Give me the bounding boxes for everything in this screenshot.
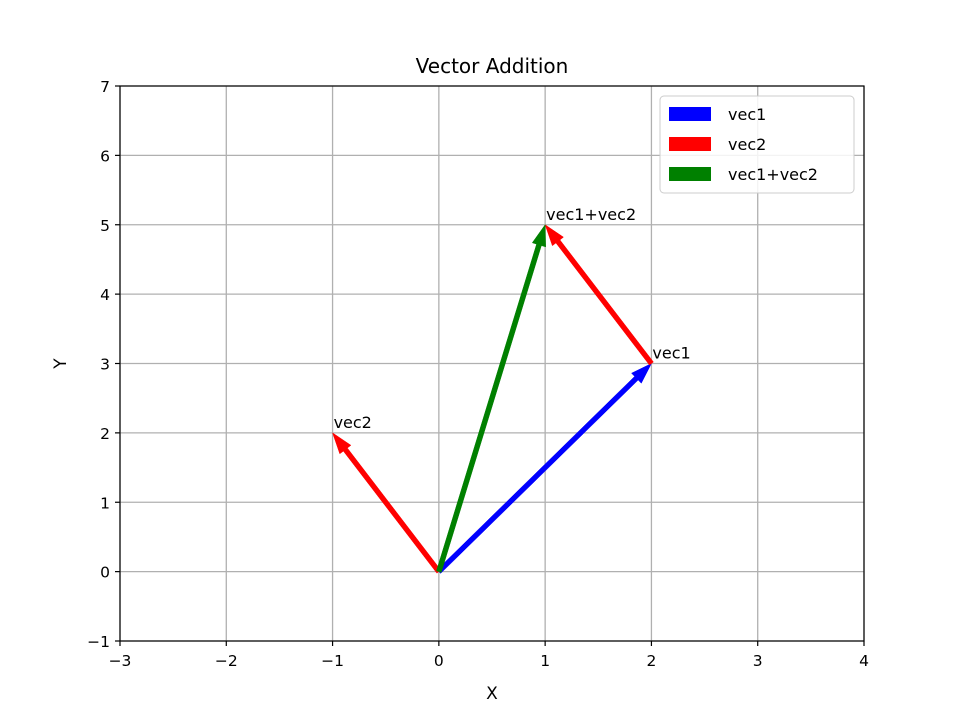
y-tick-label: 0 <box>100 564 110 582</box>
vectors <box>332 223 654 574</box>
y-tick-label: 6 <box>100 147 110 165</box>
vector-label-vec2: vec2 <box>334 413 372 432</box>
chart-title: Vector Addition <box>416 54 569 78</box>
vector-arrow-vec1 <box>436 362 652 574</box>
vector-labels: vec1 vec2 vec1+vec2 <box>334 205 691 432</box>
legend: vec1 vec2 vec1+vec2 <box>659 95 855 194</box>
x-tick-label: 3 <box>753 652 763 670</box>
x-tick-label: −1 <box>321 652 344 670</box>
legend-swatch <box>669 107 711 121</box>
vector-arrow-vec1-plus-vec2 <box>436 223 546 573</box>
y-tick-label: 1 <box>100 494 110 512</box>
y-axis-label: Y <box>51 358 71 370</box>
legend-label: vec2 <box>728 135 766 154</box>
vector-arrow-vec2 <box>544 224 654 366</box>
x-tick-label: 2 <box>646 652 656 670</box>
vector-label-vec1-plus-vec2: vec1+vec2 <box>546 205 636 224</box>
x-tick-label: 4 <box>859 652 869 670</box>
y-tick-label: 5 <box>100 217 110 235</box>
x-tick-label: 0 <box>434 652 444 670</box>
legend-label: vec1+vec2 <box>728 165 818 184</box>
legend-swatch <box>669 167 711 181</box>
vector-label-vec1: vec1 <box>652 344 690 363</box>
x-tick-label: 1 <box>540 652 550 670</box>
y-tick-label: 3 <box>100 356 110 374</box>
axis-ticks: −3 −2 −1 0 1 2 3 4 −1 0 1 2 3 4 5 6 7 <box>87 78 869 670</box>
x-tick-label: −2 <box>215 652 238 670</box>
legend-label: vec1 <box>728 105 766 124</box>
x-tick-label: −3 <box>109 652 132 670</box>
y-tick-label: −1 <box>87 633 110 651</box>
vector-arrow-vec2 <box>332 432 442 574</box>
y-tick-label: 7 <box>100 78 110 96</box>
legend-swatch <box>669 137 711 151</box>
y-tick-label: 4 <box>100 286 110 304</box>
x-axis-label: X <box>486 684 498 704</box>
y-tick-label: 2 <box>100 425 110 443</box>
